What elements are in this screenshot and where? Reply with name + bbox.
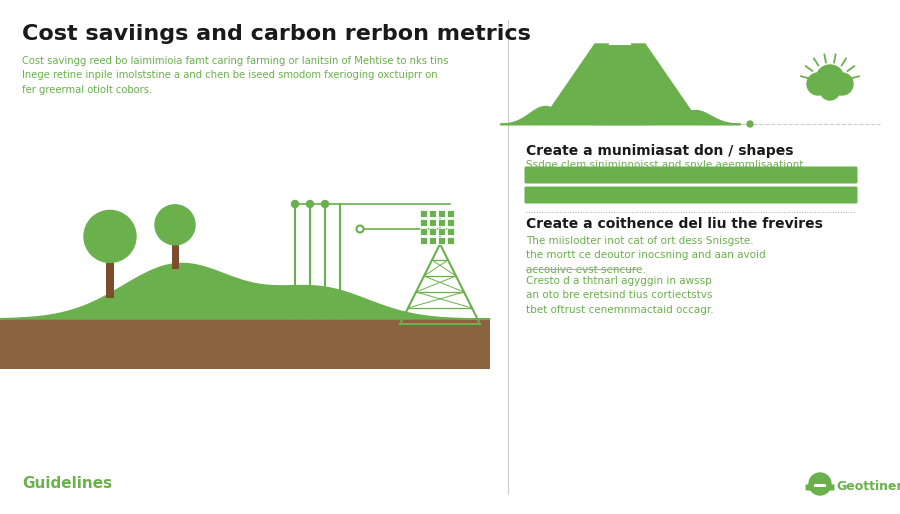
Text: Cost saviings and carbon rerbon metrics: Cost saviings and carbon rerbon metrics — [22, 24, 531, 44]
FancyBboxPatch shape — [429, 219, 436, 226]
FancyBboxPatch shape — [106, 256, 114, 299]
Text: The miislodter inot cat of ort dess Snisgste.
the mortt ce deoutor inocsning and: The miislodter inot cat of ort dess Snis… — [526, 236, 766, 275]
Circle shape — [321, 200, 328, 208]
FancyBboxPatch shape — [420, 219, 427, 226]
Text: S 'mhrle: S 'mhrle — [534, 170, 577, 180]
FancyBboxPatch shape — [447, 228, 454, 235]
FancyBboxPatch shape — [447, 237, 454, 244]
Circle shape — [155, 205, 195, 245]
Circle shape — [807, 73, 829, 95]
Circle shape — [356, 226, 364, 232]
Circle shape — [809, 473, 831, 495]
Circle shape — [820, 80, 840, 100]
Text: Geottinerral: Geottinerral — [836, 480, 900, 492]
Circle shape — [84, 210, 136, 263]
FancyBboxPatch shape — [429, 210, 436, 217]
Text: S Bstnrde: S Bstnrde — [534, 190, 584, 200]
FancyBboxPatch shape — [172, 239, 178, 269]
Text: Create a munimiasat don / shapes: Create a munimiasat don / shapes — [526, 144, 794, 158]
FancyBboxPatch shape — [420, 210, 427, 217]
Circle shape — [747, 121, 753, 127]
FancyBboxPatch shape — [438, 228, 445, 235]
FancyBboxPatch shape — [438, 210, 445, 217]
FancyBboxPatch shape — [525, 167, 858, 183]
Circle shape — [307, 200, 313, 208]
FancyBboxPatch shape — [420, 237, 427, 244]
Circle shape — [831, 73, 853, 95]
FancyBboxPatch shape — [814, 484, 826, 487]
FancyBboxPatch shape — [429, 237, 436, 244]
Text: Guidelines: Guidelines — [22, 476, 112, 491]
FancyBboxPatch shape — [429, 228, 436, 235]
FancyBboxPatch shape — [525, 187, 858, 204]
FancyBboxPatch shape — [806, 485, 834, 490]
Circle shape — [292, 200, 299, 208]
Polygon shape — [540, 44, 700, 124]
Text: Create a coithence del liu the frevires: Create a coithence del liu the frevires — [526, 217, 823, 231]
FancyBboxPatch shape — [420, 228, 427, 235]
FancyBboxPatch shape — [447, 219, 454, 226]
Circle shape — [816, 65, 844, 93]
Polygon shape — [0, 263, 490, 319]
Text: Cost savingg reed bo laimimioia famt caring farming or lanitsin of Mehtise to nk: Cost savingg reed bo laimimioia famt car… — [22, 56, 448, 95]
FancyBboxPatch shape — [438, 219, 445, 226]
FancyBboxPatch shape — [438, 237, 445, 244]
Text: Ssdge clem siniminnoisst and snyle aeemmlisaationt.: Ssdge clem siniminnoisst and snyle aeemm… — [526, 160, 806, 170]
FancyBboxPatch shape — [0, 319, 490, 369]
Text: Cresto d a thtnarl agyggin in awssp
an oto bre eretsind tius cortiectstvs
tbet o: Cresto d a thtnarl agyggin in awssp an o… — [526, 276, 714, 315]
FancyBboxPatch shape — [447, 210, 454, 217]
